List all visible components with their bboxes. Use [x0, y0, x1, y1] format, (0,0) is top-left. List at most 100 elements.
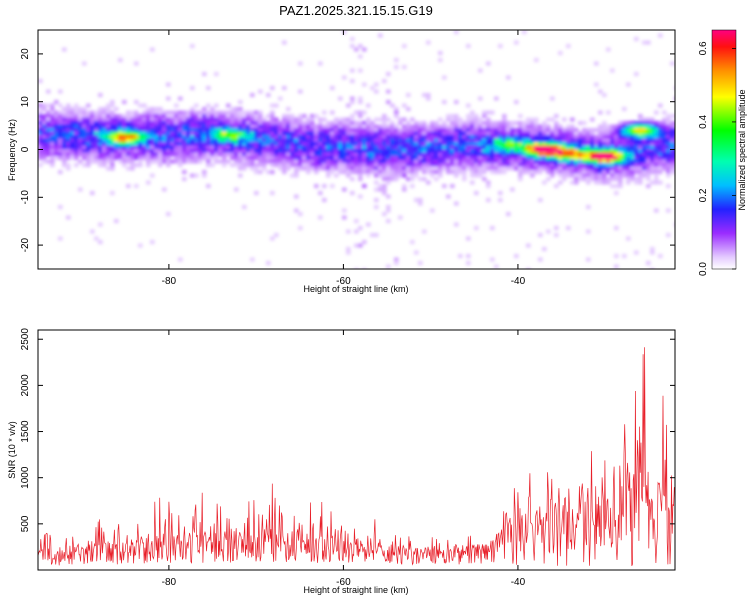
- heat-cell: [78, 187, 83, 192]
- heat-cell: [278, 135, 283, 140]
- heat-cell: [338, 159, 343, 164]
- heat-cell: [606, 124, 611, 129]
- heat-cell: [150, 128, 155, 133]
- heat-cell: [518, 128, 523, 133]
- heat-cell: [482, 131, 487, 136]
- heat-cell: [550, 170, 555, 175]
- heat-cell: [558, 131, 563, 136]
- heat-cell: [310, 145, 315, 150]
- heat-cell: [382, 79, 387, 84]
- heat-cell: [218, 110, 223, 115]
- heat-cell: [270, 103, 275, 108]
- heat-cell: [254, 170, 259, 175]
- heat-cell: [614, 163, 619, 168]
- heat-cell: [574, 156, 579, 161]
- heat-cell: [218, 124, 223, 129]
- heat-cell: [94, 236, 99, 241]
- heat-cell: [354, 163, 359, 168]
- heat-cell: [482, 159, 487, 164]
- heat-cell: [514, 149, 519, 154]
- heat-cell: [350, 142, 355, 147]
- heat-cell: [222, 114, 227, 119]
- heat-cell: [282, 156, 287, 161]
- heat-cell: [98, 159, 103, 164]
- heat-cell: [306, 138, 311, 143]
- heat-cell: [298, 138, 303, 143]
- heat-cell: [550, 96, 555, 101]
- heat-cell: [634, 156, 639, 161]
- heat-cell: [422, 121, 427, 126]
- heat-cell: [554, 156, 559, 161]
- heat-cell: [226, 142, 231, 147]
- heat-cell: [90, 191, 95, 196]
- heat-cell: [602, 156, 607, 161]
- heat-cell: [210, 117, 215, 122]
- heat-cell: [366, 135, 371, 140]
- heat-cell: [230, 163, 235, 168]
- heat-cell: [98, 110, 103, 115]
- heat-cell: [558, 128, 563, 133]
- heat-cell: [566, 166, 571, 171]
- heat-cell: [642, 166, 647, 171]
- heat-cell: [354, 128, 359, 133]
- heat-cell: [534, 131, 539, 136]
- heat-cell: [390, 177, 395, 182]
- heat-cell: [526, 149, 531, 154]
- heat-cell: [370, 170, 375, 175]
- heat-cell: [102, 138, 107, 143]
- heat-cell: [594, 166, 599, 171]
- heat-cell: [358, 177, 363, 182]
- heat-cell: [146, 107, 151, 112]
- heat-cell: [174, 145, 179, 150]
- heat-cell: [634, 163, 639, 168]
- heat-cell: [166, 131, 171, 136]
- heat-cell: [510, 166, 515, 171]
- heat-cell: [490, 110, 495, 115]
- heat-cell: [298, 149, 303, 154]
- heat-cell: [478, 135, 483, 140]
- heat-cell: [238, 135, 243, 140]
- heat-cell: [554, 131, 559, 136]
- heat-cell: [618, 131, 623, 136]
- heat-cell: [658, 138, 663, 143]
- heat-cell: [658, 131, 663, 136]
- heat-cell: [666, 135, 671, 140]
- heat-cell: [114, 131, 119, 136]
- heat-cell: [262, 166, 267, 171]
- heat-cell: [118, 114, 123, 119]
- heat-cell: [418, 145, 423, 150]
- heat-cell: [474, 163, 479, 168]
- heat-cell: [598, 124, 603, 129]
- heat-cell: [354, 166, 359, 171]
- heat-cell: [130, 117, 135, 122]
- colorbar: 0.00.20.40.6 Normalized spectral amplitu…: [698, 29, 747, 276]
- heat-cell: [166, 128, 171, 133]
- heat-cell: [150, 159, 155, 164]
- heat-cell: [414, 128, 419, 133]
- heat-cell: [650, 170, 655, 175]
- heat-cell: [362, 128, 367, 133]
- heat-cell: [478, 152, 483, 157]
- heat-cell: [222, 145, 227, 150]
- heat-cell: [398, 128, 403, 133]
- heat-cell: [486, 128, 491, 133]
- heat-cell: [602, 131, 607, 136]
- heat-cell: [86, 159, 91, 164]
- heat-cell: [322, 128, 327, 133]
- heat-cell: [606, 180, 611, 185]
- heat-cell: [126, 128, 131, 133]
- heat-cell: [646, 152, 651, 157]
- heat-cell: [430, 170, 435, 175]
- heat-cell: [66, 103, 71, 108]
- heat-cell: [622, 145, 627, 150]
- heat-cell: [110, 145, 115, 150]
- heat-cell: [558, 145, 563, 150]
- heat-cell: [82, 107, 87, 112]
- heat-cell: [486, 149, 491, 154]
- heat-cell: [670, 145, 675, 150]
- heat-cell: [186, 121, 191, 126]
- heat-cell: [622, 166, 627, 171]
- heat-cell: [466, 44, 471, 49]
- heat-cell: [602, 135, 607, 140]
- heat-cell: [230, 128, 235, 133]
